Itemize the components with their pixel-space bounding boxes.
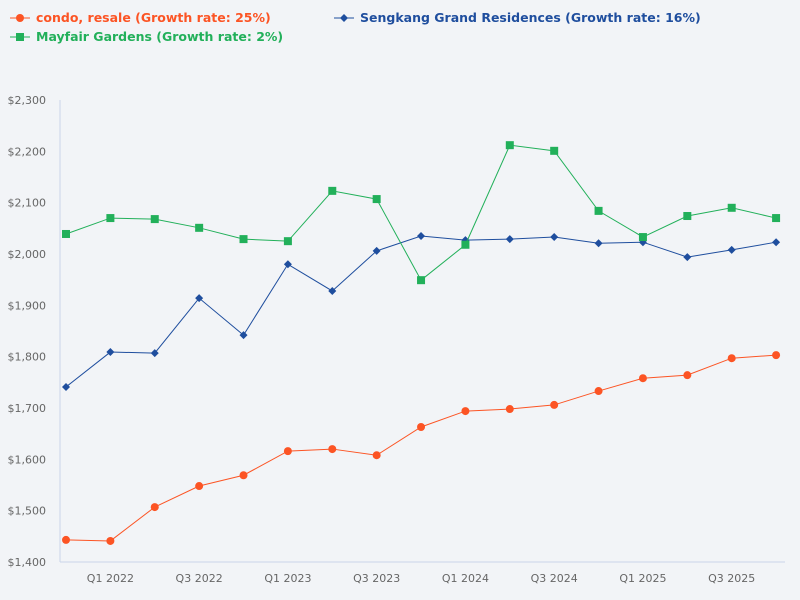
data-point: [328, 186, 337, 195]
legend-item-condo-resale[interactable]: condo, resale (Growth rate: 25%): [10, 10, 271, 25]
x-tick-label: Q1 2022: [87, 572, 134, 585]
x-tick-label: Q1 2025: [619, 572, 666, 585]
data-point: [239, 235, 248, 244]
data-point: [594, 206, 603, 215]
data-point: [505, 141, 514, 150]
data-point: [372, 451, 381, 460]
y-tick-label: $1,800: [8, 351, 47, 364]
data-point: [727, 354, 736, 363]
data-point: [62, 229, 70, 238]
data-point: [550, 146, 559, 155]
y-tick-label: $1,400: [8, 556, 47, 569]
data-point: [727, 203, 736, 212]
data-point: [106, 536, 115, 545]
series-line-1: [65, 235, 777, 388]
data-point: [505, 405, 514, 414]
data-point: [150, 349, 159, 358]
y-tick-label: $2,200: [8, 145, 47, 158]
x-tick-label: Q3 2024: [531, 572, 578, 585]
x-tick-label: Q3 2022: [176, 572, 223, 585]
series-line-2: [65, 144, 777, 281]
y-tick-label: $2,000: [8, 248, 47, 261]
data-point: [683, 253, 692, 262]
data-point: [62, 382, 70, 391]
data-point: [62, 535, 70, 544]
y-tick-label: $1,500: [8, 505, 47, 518]
data-point: [417, 422, 426, 431]
data-point: [239, 471, 248, 480]
data-point: [683, 212, 692, 221]
data-point: [150, 503, 159, 512]
y-tick-label: $1,700: [8, 402, 47, 415]
data-point: [106, 214, 115, 223]
data-point: [594, 239, 603, 248]
x-tick-label: Q3 2023: [353, 572, 400, 585]
data-point: [106, 348, 115, 357]
data-point: [328, 445, 337, 454]
data-point: [372, 195, 381, 204]
legend-label: Mayfair Gardens (Growth rate: 2%): [36, 29, 284, 44]
data-point: [505, 235, 514, 244]
x-tick-label: Q1 2023: [264, 572, 311, 585]
legend-item-sengkang[interactable]: Sengkang Grand Residences (Growth rate: …: [334, 10, 701, 25]
data-point: [683, 371, 692, 380]
data-point: [239, 331, 248, 340]
diamond-marker-icon: [334, 13, 354, 22]
y-tick-label: $1,600: [8, 453, 47, 466]
data-point: [283, 447, 292, 456]
legend-label: Sengkang Grand Residences (Growth rate: …: [360, 10, 701, 25]
data-point: [638, 233, 647, 242]
legend-item-mayfair[interactable]: Mayfair Gardens (Growth rate: 2%): [10, 29, 283, 44]
data-point: [195, 223, 204, 232]
legend-label: condo, resale (Growth rate: 25%): [36, 10, 271, 25]
data-point: [638, 374, 647, 383]
data-point: [772, 214, 781, 223]
data-point: [150, 215, 159, 224]
data-point: [328, 286, 337, 295]
circle-marker-icon: [10, 13, 30, 22]
data-point: [772, 351, 781, 360]
data-point: [417, 232, 426, 241]
data-point: [727, 245, 736, 254]
data-point: [417, 276, 426, 285]
data-point: [461, 407, 470, 416]
y-tick-label: $1,900: [8, 299, 47, 312]
y-tick-label: $2,100: [8, 197, 47, 210]
data-point: [550, 400, 559, 409]
data-point: [772, 238, 781, 247]
data-point: [461, 240, 470, 249]
data-point: [283, 237, 292, 246]
x-tick-label: Q3 2025: [708, 572, 755, 585]
data-point: [283, 260, 292, 269]
y-tick-label: $2,300: [8, 94, 47, 107]
series-line-0: [65, 354, 777, 542]
data-point: [195, 294, 204, 303]
x-tick-label: Q1 2024: [442, 572, 489, 585]
square-marker-icon: [10, 32, 30, 41]
data-point: [594, 387, 603, 396]
data-point: [372, 246, 381, 255]
data-point: [195, 482, 204, 491]
data-point: [550, 233, 559, 242]
